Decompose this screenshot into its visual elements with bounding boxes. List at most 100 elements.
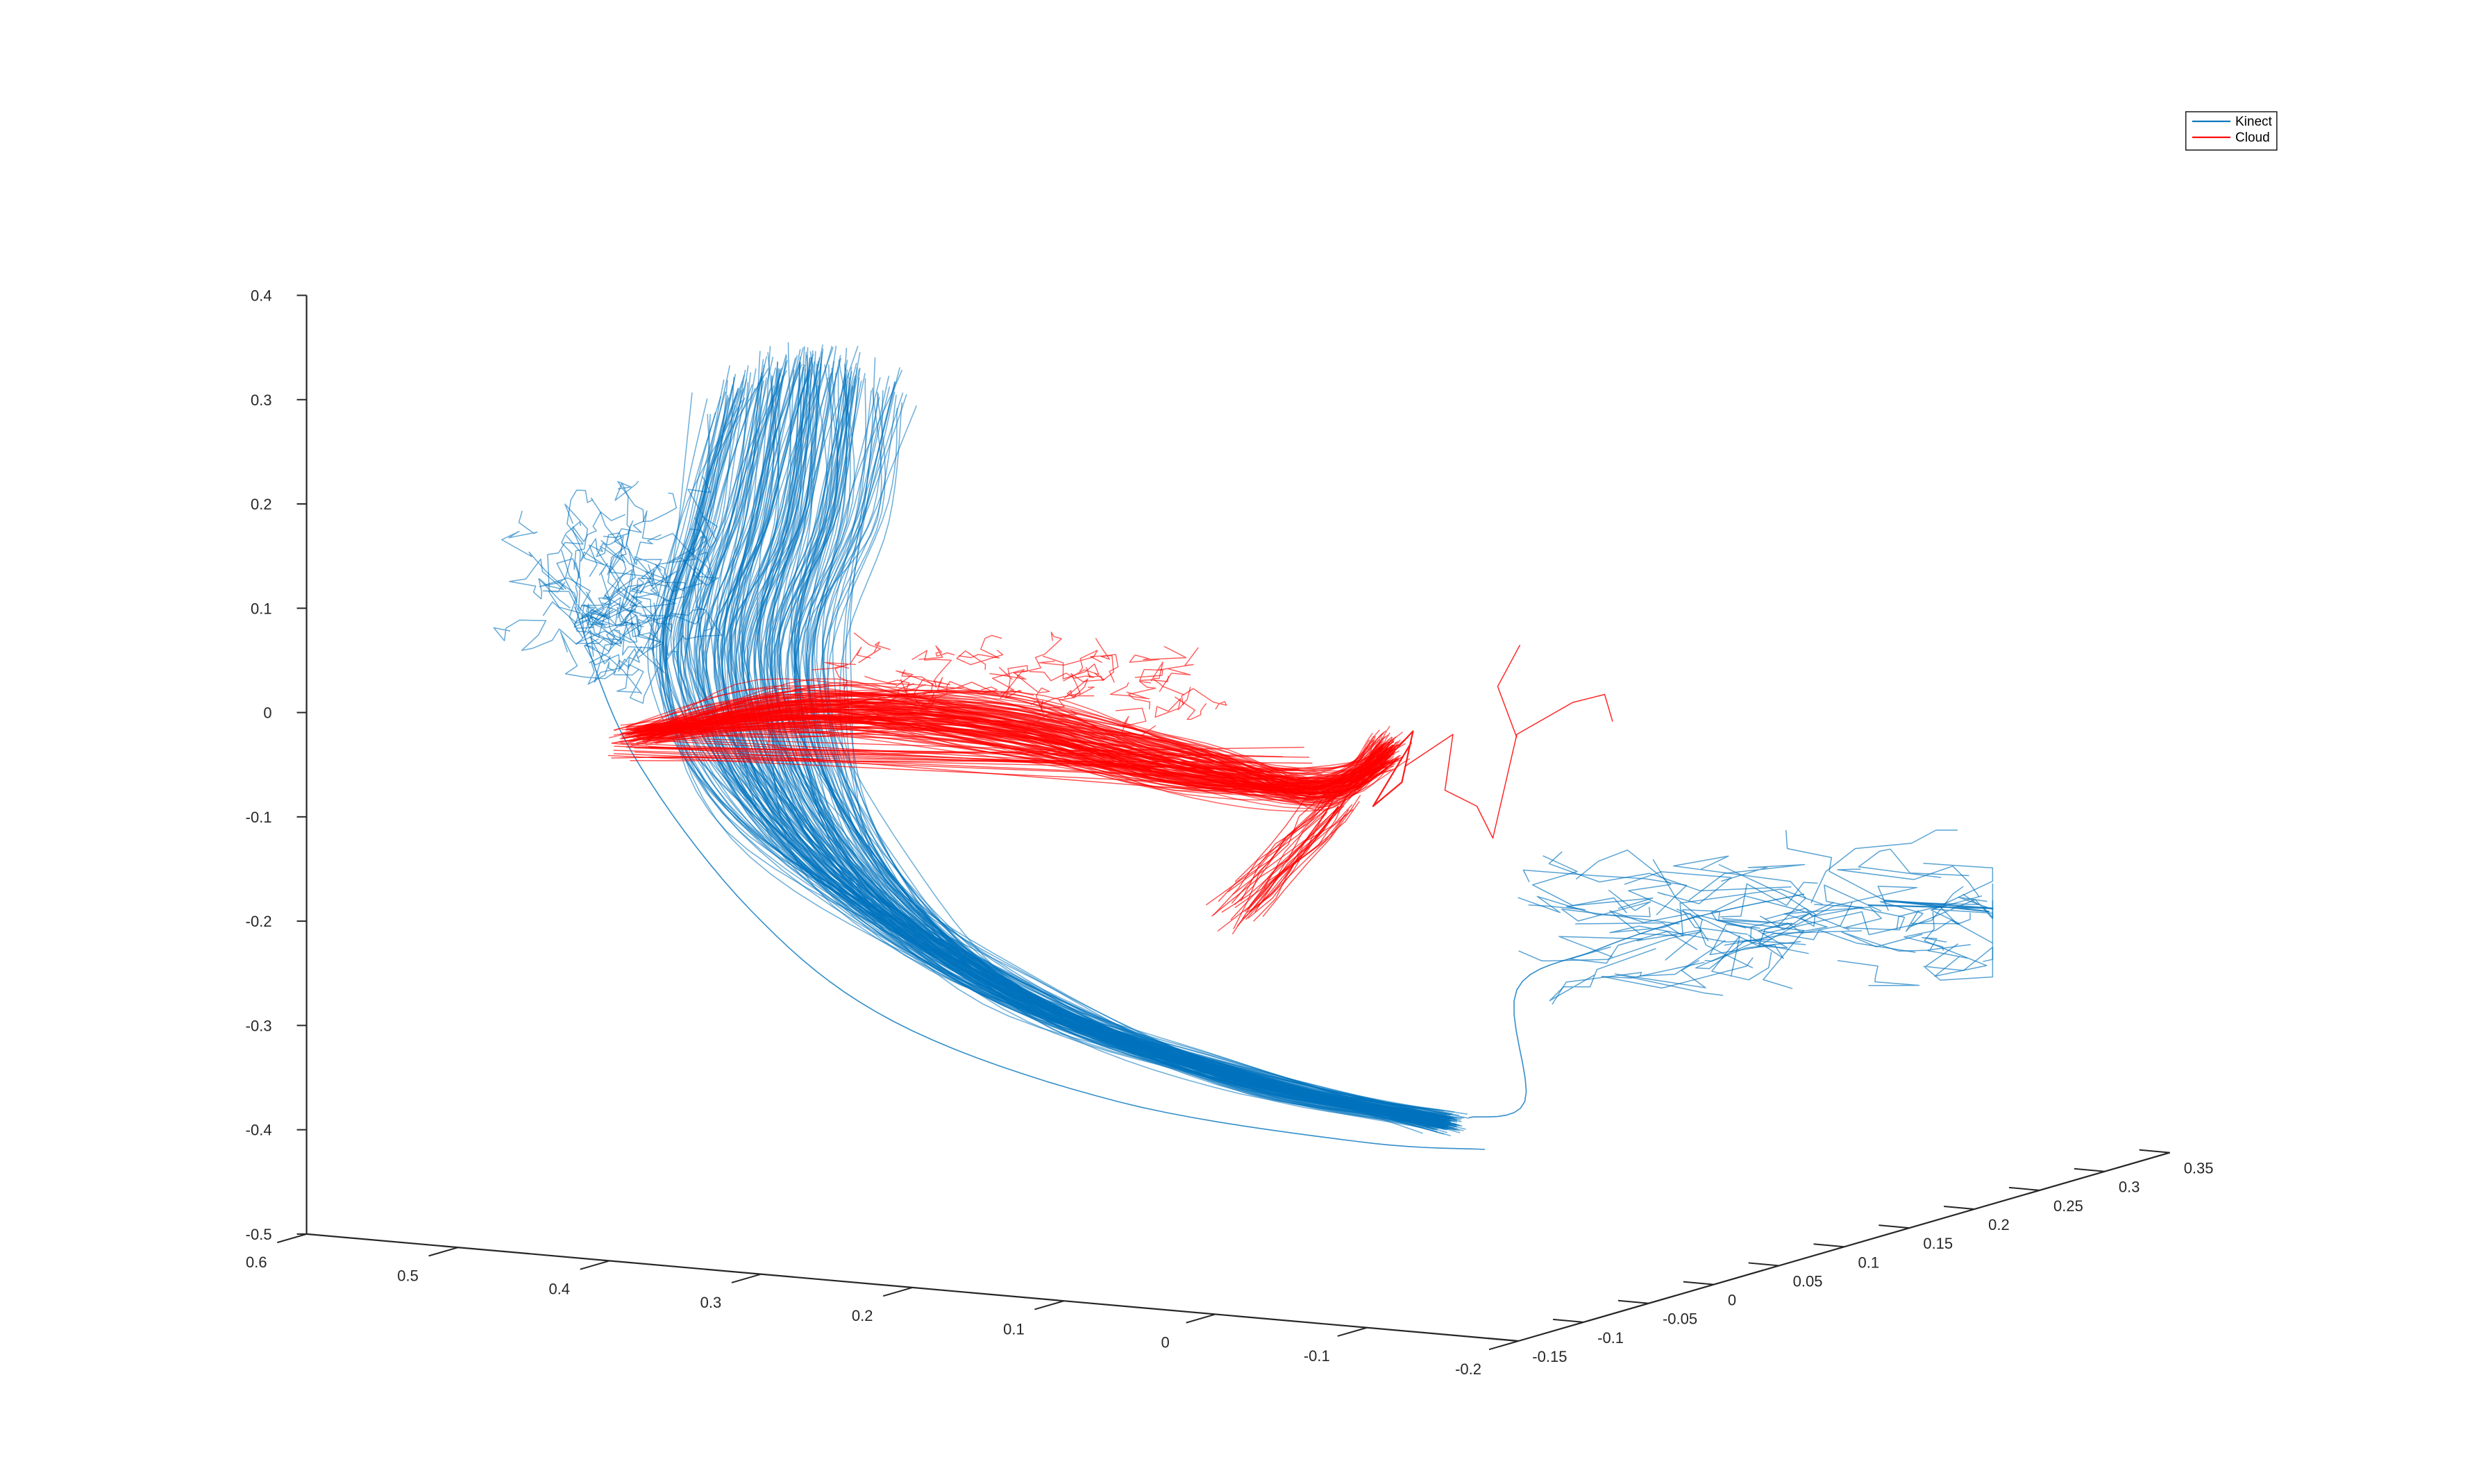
y-tick-label: 0.25: [2053, 1197, 2083, 1215]
kinect-scatter: [1624, 871, 1732, 904]
cloud-tip: [1356, 730, 1414, 807]
legend-label-cloud: Cloud: [2235, 130, 2270, 145]
cloud-scribble: [1016, 675, 1050, 714]
kinect-scatter: [1614, 959, 1724, 996]
cloud-scribble: [1039, 650, 1098, 672]
kinect-trajectory: [680, 384, 1461, 1121]
x-tick-mark: [1337, 1326, 1368, 1337]
cloud-tail: [1221, 807, 1338, 913]
cloud-scribble: [1039, 673, 1105, 706]
y-tick-mark: [1553, 1318, 1584, 1323]
kinect-trajectory: [721, 362, 1441, 1127]
kinect-wiggle: [631, 564, 677, 639]
kinect-scatter: [1858, 848, 1969, 879]
kinect-trajectory: [694, 367, 1449, 1128]
cloud-scribble: [896, 670, 934, 698]
cloud-scribble: [989, 665, 1028, 680]
kinect-scatter: [1921, 936, 1971, 952]
cloud-tail: [1231, 791, 1329, 904]
cloud-scribble: [936, 681, 998, 699]
kinect-scatter: [1761, 886, 1964, 936]
cloud-scribble: [1129, 646, 1187, 663]
x-tick-label: 0.2: [852, 1307, 873, 1324]
y-tick-mark: [1683, 1281, 1714, 1285]
kinect-trajectory: [659, 378, 1470, 1119]
kinect-scatter: [1765, 902, 1835, 927]
x-tick-label: 0.1: [1003, 1320, 1025, 1338]
cloud-scribble: [767, 723, 815, 757]
x-tick-mark: [1488, 1340, 1519, 1351]
kinect-trajectory: [806, 367, 1452, 1118]
cloud-scribble: [918, 645, 955, 660]
cloud-scribble: [1023, 631, 1062, 673]
y-tick-mark: [2008, 1186, 2040, 1191]
kinect-wiggle: [589, 532, 627, 577]
cloud-scribble: [1042, 655, 1100, 682]
z-tick-label: -0.2: [246, 913, 272, 930]
kinect-wiggle: [542, 503, 589, 612]
y-tick-label: 0.35: [2184, 1160, 2214, 1177]
y-tick-label: 0: [1728, 1292, 1736, 1309]
cloud-tail: [1263, 786, 1340, 889]
cloud-wander: [1404, 693, 1613, 839]
kinect-trajectory: [720, 346, 1446, 1118]
kinect-trajectory: [677, 380, 1445, 1117]
kinect-trajectory: [664, 374, 1452, 1127]
z-tick-label: -0.4: [246, 1122, 272, 1139]
cloud-trajectory: [649, 718, 1388, 799]
kinect-wiggle: [579, 613, 665, 674]
kinect-connector: [1468, 893, 1805, 1118]
kinect-scatter: [1518, 895, 1651, 918]
kinect-scatter: [1837, 866, 1980, 897]
curves-layer: [493, 342, 1994, 1150]
cloud-scribble: [853, 632, 891, 664]
cloud-scribble: [1174, 696, 1207, 720]
kinect-scatter: [1911, 863, 1994, 925]
y-tick-mark: [2139, 1149, 2170, 1154]
kinect-wiggle: [652, 516, 718, 651]
cloud-trajectory: [625, 705, 1386, 789]
cloud-scribble: [1159, 647, 1199, 692]
cloud-tail: [1234, 804, 1353, 909]
x-tick-mark: [882, 1286, 913, 1297]
kinect-wiggle: [668, 528, 707, 625]
cloud-tail: [1249, 801, 1346, 913]
cloud-scribble: [936, 677, 999, 695]
cloud-trajectory: [614, 745, 1300, 770]
kinect-scatter: [1720, 882, 1818, 918]
cloud-tail: [1240, 799, 1340, 902]
cloud-scribble: [1150, 661, 1185, 695]
cloud-scribble: [1128, 680, 1157, 709]
kinect-scatter: [1575, 849, 1683, 914]
cloud-scribble: [958, 634, 1002, 659]
kinect-scatter: [1695, 930, 1863, 970]
y-tick-mark: [1878, 1224, 1910, 1229]
x-tick-mark: [1034, 1300, 1064, 1310]
kinect-trajectory: [672, 376, 1441, 1122]
y-tick-mark: [1944, 1206, 1975, 1211]
kinect-scatter: [1724, 907, 1883, 946]
cloud-trajectory: [642, 711, 1394, 809]
cloud-trajectory: [646, 736, 1284, 757]
kinect-wiggle: [585, 638, 659, 704]
cloud-scribble: [1115, 707, 1157, 736]
cloud-trajectory: [641, 700, 1404, 795]
cloud-scribble: [911, 650, 952, 683]
y-tick-label: -0.15: [1532, 1348, 1567, 1365]
cloud-scribble: [998, 666, 1022, 699]
kinect-scatter: [1785, 829, 1884, 900]
kinect-scatter: [1681, 909, 1748, 935]
cloud-tail: [1217, 807, 1329, 932]
x-tick-mark: [428, 1247, 459, 1257]
cloud-scribble: [888, 683, 921, 706]
y-tick-mark: [1617, 1299, 1649, 1304]
z-tick-label: 0.4: [251, 287, 272, 305]
kinect-wiggle: [560, 631, 616, 685]
axes-layer: 0.4 0.3 0.2 0.1 0 -0.1 -0.2 -0.3 -0.4 -0.5 0.6 0.5 0…: [246, 287, 2214, 1378]
cloud-tail: [1262, 795, 1361, 918]
kinect-trajectory: [685, 376, 1429, 1131]
cloud-scribble: [824, 646, 871, 669]
kinect-wiggle: [583, 607, 625, 683]
kinect-scatter: [1609, 915, 1772, 943]
cloud-scribble: [901, 669, 950, 695]
